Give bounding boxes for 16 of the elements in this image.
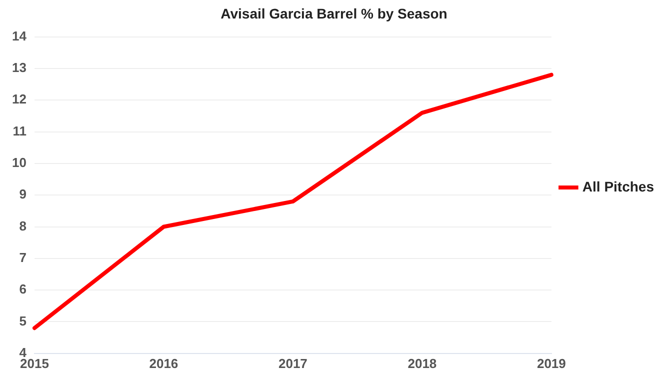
y-tick-label: 6 [19, 282, 26, 297]
y-tick-label: 11 [12, 123, 26, 138]
y-tick-label: 13 [12, 60, 26, 76]
legend-label: All Pitches [582, 178, 654, 194]
y-tick-label: 12 [12, 92, 26, 107]
y-tick-label: 14 [12, 28, 28, 44]
x-tick-label: 2016 [149, 356, 178, 371]
y-tick-label: 7 [19, 250, 26, 265]
x-tick-label: 2019 [536, 356, 566, 371]
x-tick-label: 2018 [408, 356, 437, 371]
chart-title: Avisail Garcia Barrel % by Season [220, 5, 448, 22]
x-tick-label: 2017 [278, 356, 308, 371]
y-tick-label: 8 [19, 218, 26, 234]
y-tick-label: 10 [12, 155, 26, 170]
y-tick-label: 9 [19, 186, 26, 202]
y-tick-label: 5 [19, 313, 26, 328]
